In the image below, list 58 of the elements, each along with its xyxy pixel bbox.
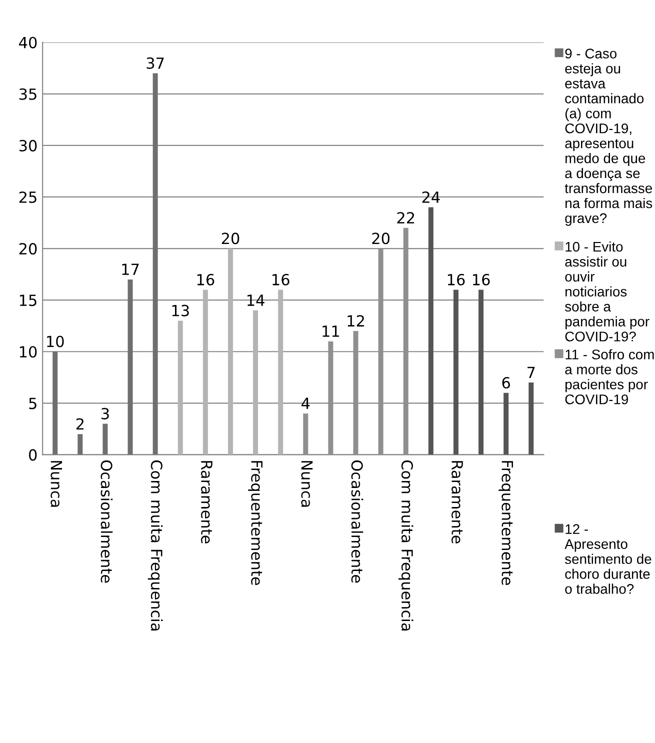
x-tick-label: Com muita Frequencia <box>148 460 163 630</box>
y-tick-label: 40 <box>19 36 37 48</box>
y-tick-label: 15 <box>20 294 36 306</box>
data-label: 16 <box>272 274 290 286</box>
bar <box>428 207 434 455</box>
x-tick-label: Com muita Frequencia <box>398 460 414 630</box>
legend-label: 12 - Apresento sentimento de choro durante o trabalho? <box>564 524 652 594</box>
data-label: 4 <box>302 398 310 409</box>
y-tick-label: 20 <box>19 243 37 255</box>
data-label: 6 <box>502 376 510 389</box>
x-tick-label: Raramente <box>200 461 212 544</box>
x-tick-label: Ocasionalmente <box>100 460 113 583</box>
data-label: 2 <box>76 418 84 430</box>
bar <box>102 424 108 455</box>
y-tick-label: 35 <box>19 88 36 100</box>
y-tick-label: 25 <box>19 191 36 204</box>
bar <box>152 73 158 455</box>
bar <box>528 382 534 455</box>
data-label: 16 <box>197 274 214 286</box>
data-label: 3 <box>102 408 109 420</box>
data-label: 16 <box>472 274 490 286</box>
x-tick-label: Raramente <box>452 461 463 544</box>
bar <box>453 290 458 455</box>
x-tick-label: Frequentemente <box>248 461 262 585</box>
y-tick-label: 0 <box>29 449 37 461</box>
text: 9 - Caso esteja ou estava contaminado (a) com COVID-19, apresentou medo de que a doença se transformasse na forma mais grave? <box>564 48 652 226</box>
x-tick-label: Nunca <box>301 461 313 507</box>
y-tick-label: 10 <box>20 346 37 358</box>
bar <box>253 310 258 455</box>
bar <box>202 290 208 455</box>
y-tick-label: 5 <box>29 398 36 410</box>
data-label: 10 <box>47 336 64 348</box>
data-label: 13 <box>172 304 189 316</box>
data-label: 7 <box>528 366 535 378</box>
bar <box>228 248 233 455</box>
data-label: 24 <box>422 191 440 203</box>
data-label: 20 <box>372 232 390 244</box>
x-tick-label: Nunca <box>50 461 62 507</box>
data-label: 16 <box>448 274 465 286</box>
bar <box>278 290 284 455</box>
bar <box>178 320 183 455</box>
x-tick-label: Ocasionalmente <box>351 460 364 583</box>
data-label: 11 <box>322 326 340 337</box>
data-label: 22 <box>397 212 414 224</box>
data-label: 37 <box>146 57 164 69</box>
bar <box>78 434 83 455</box>
data-label: 14 <box>247 294 264 306</box>
x-tick-label: Frequentemente <box>498 461 513 585</box>
bar <box>52 352 58 455</box>
bar <box>478 290 484 455</box>
data-label: 20 <box>222 232 240 244</box>
data-label: 17 <box>122 264 139 275</box>
legend-label: 11 - Sofro com a morte dos pacientes por COVID-19 <box>565 349 654 404</box>
legend-label: 10 - Evito assistir ou ouvir noticiarios sobre a pandemia por COVID-19? <box>564 241 650 342</box>
bar <box>128 279 133 455</box>
data-label: 12 <box>348 315 364 326</box>
bar <box>504 392 509 455</box>
y-tick-label: 30 <box>19 140 37 152</box>
